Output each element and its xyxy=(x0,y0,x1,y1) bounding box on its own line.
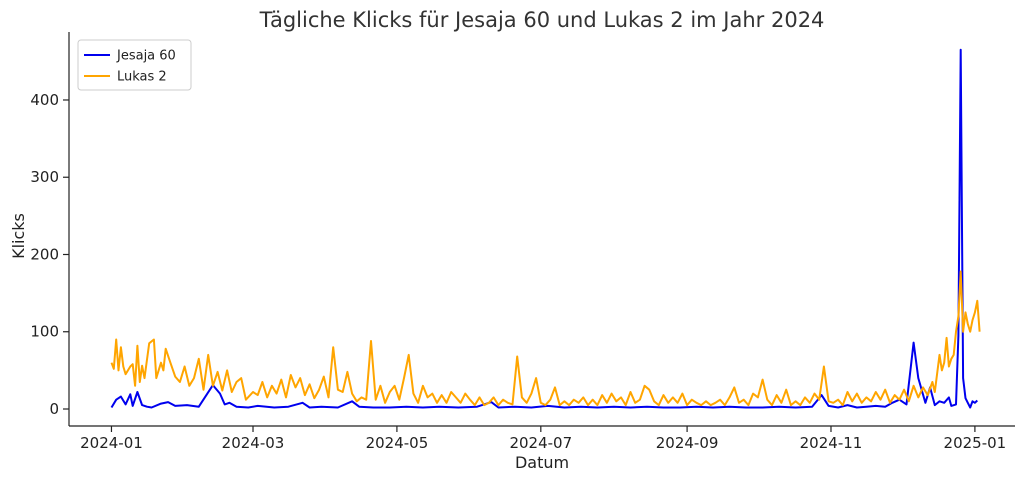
x-tick-label: 2024-03 xyxy=(222,434,285,452)
x-tick-label: 2024-11 xyxy=(800,434,863,452)
y-tick-label: 400 xyxy=(30,91,59,109)
y-tick-label: 100 xyxy=(30,323,59,341)
series-line-2 xyxy=(110,270,981,407)
y-tick-label: 0 xyxy=(49,400,59,418)
legend-box xyxy=(77,39,192,91)
x-tick-label: 2024-07 xyxy=(509,434,572,452)
x-tick-label: 2024-01 xyxy=(80,434,143,452)
chart-title: Tägliche Klicks für Jesaja 60 und Lukas … xyxy=(259,8,825,32)
x-tick-label: 2024-05 xyxy=(366,434,429,452)
legend-label-2: Lukas 2 xyxy=(117,70,167,85)
y-tick-label: 300 xyxy=(30,168,59,186)
x-tick-label: 2025-01 xyxy=(944,434,1007,452)
axes xyxy=(68,32,1015,427)
y-tick-label: 200 xyxy=(30,245,59,263)
y-axis-label: Klicks xyxy=(9,213,28,259)
x-tick-label: 2024-09 xyxy=(656,434,719,452)
legend-label-1: Jesaja 60 xyxy=(116,49,176,64)
plot-area xyxy=(110,48,981,409)
series-line-1 xyxy=(110,48,978,409)
x-axis-label: Datum xyxy=(515,453,569,472)
ticks: 2024-01 2024-03 2024-05 2024-07 2024-09 2024-… xyxy=(30,91,1006,452)
legend: Jesaja 60 Lukas 2 xyxy=(77,39,192,91)
